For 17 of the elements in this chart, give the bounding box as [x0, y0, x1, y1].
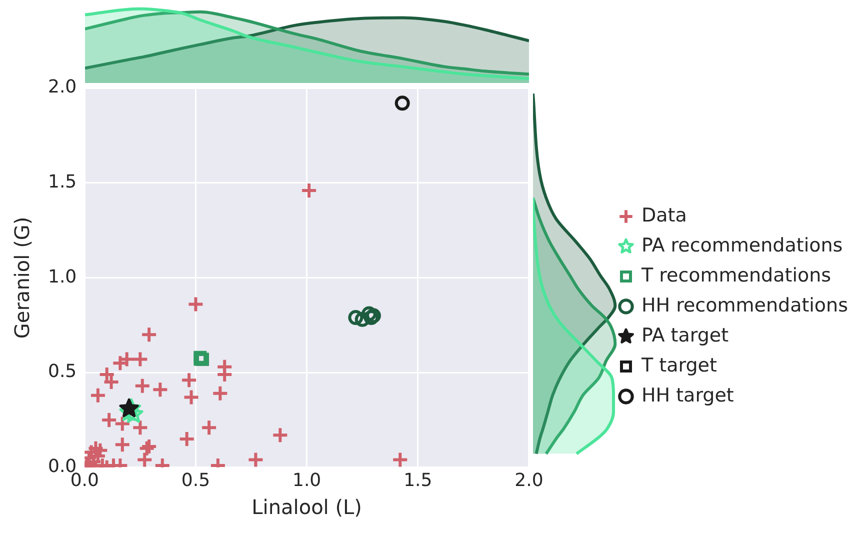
y-tick-label: 2.0	[48, 76, 77, 98]
x-tick-label: 1.5	[404, 470, 432, 491]
y-tick-label: 0.5	[48, 361, 77, 382]
legend-label: PA target	[641, 324, 729, 346]
x-tick-label: 0.5	[181, 470, 210, 491]
legend-label: Data	[641, 204, 687, 226]
y-tick-label: 1.5	[48, 172, 77, 193]
legend-label: T recommendations	[640, 264, 832, 286]
legend-label: HH recommendations	[641, 294, 848, 316]
legend-label: HH target	[641, 384, 734, 406]
y-axis-title: Geraniol (G)	[10, 216, 34, 339]
legend-label: PA recommendations	[641, 234, 843, 256]
x-tick-label: 2.0	[514, 470, 544, 491]
legend-label: T target	[640, 354, 717, 376]
x-axis-title: Linalool (L)	[252, 495, 362, 520]
y-tick-label: 1.0	[48, 266, 77, 288]
x-tick-label: 1.0	[292, 470, 322, 491]
